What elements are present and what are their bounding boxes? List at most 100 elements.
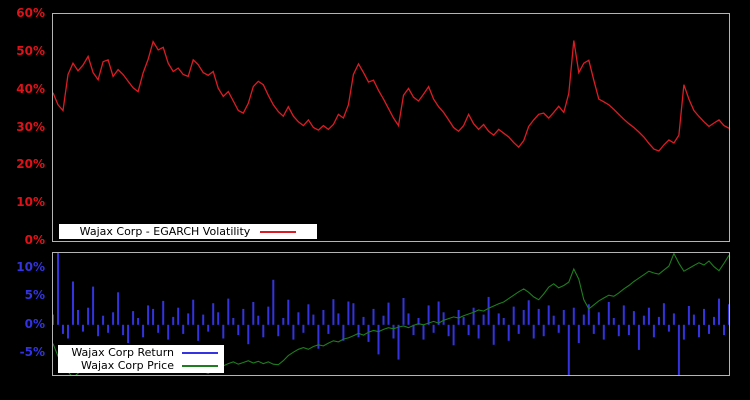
return-bar xyxy=(488,297,490,325)
return-bar xyxy=(423,325,425,340)
return-bar xyxy=(628,325,630,335)
return-bar xyxy=(503,318,505,325)
return-bar xyxy=(92,287,94,325)
return-bar xyxy=(613,318,615,325)
return-bar xyxy=(358,325,360,338)
return-bar xyxy=(668,325,670,332)
return-bar xyxy=(302,325,304,333)
return-bar xyxy=(327,325,329,334)
return-bar xyxy=(187,313,189,324)
return-bar xyxy=(53,315,54,325)
price-legend-label: Wajax Corp Price xyxy=(81,359,174,372)
return-bar xyxy=(57,253,59,325)
return-bar xyxy=(117,292,119,325)
return-bar xyxy=(167,325,169,340)
return-bar xyxy=(222,325,224,339)
return-bar xyxy=(347,302,349,325)
return-bar xyxy=(232,318,234,325)
return-bar xyxy=(177,308,179,325)
return-bar xyxy=(72,282,74,325)
return-bar xyxy=(533,325,535,339)
return-bar xyxy=(663,303,665,325)
return-bar xyxy=(77,310,79,325)
return-bar xyxy=(277,325,279,336)
return-bar xyxy=(217,312,219,325)
return-legend-label: Wajax Corp Return xyxy=(71,346,174,359)
return-bar xyxy=(573,308,575,325)
return-bar xyxy=(122,325,124,335)
return-bar xyxy=(673,313,675,324)
legend-row-price: Wajax Corp Price xyxy=(58,359,224,372)
return-bar xyxy=(197,325,199,341)
volatility-legend: Wajax Corp - EGARCH Volatility xyxy=(59,224,317,239)
y-axis-tick-label: 10% xyxy=(0,260,45,274)
return-bar xyxy=(608,302,610,325)
return-bar xyxy=(593,325,595,334)
return-bar xyxy=(468,325,470,335)
y-axis-tick-label: 30% xyxy=(0,120,45,134)
return-bar xyxy=(693,315,695,325)
return-bar xyxy=(388,303,390,325)
return-bar xyxy=(127,325,129,343)
return-bar xyxy=(448,325,450,336)
return-bar xyxy=(618,325,620,336)
return-bar xyxy=(373,309,375,325)
return-bar xyxy=(237,325,239,335)
return-bar xyxy=(523,310,525,325)
return-bar xyxy=(393,325,395,339)
legend-row-return: Wajax Corp Return xyxy=(58,346,224,359)
return-bar xyxy=(67,325,69,339)
return-bar xyxy=(548,305,550,324)
return-bar xyxy=(623,305,625,324)
return-bar xyxy=(207,325,209,332)
y-axis-tick-label: -5% xyxy=(0,345,45,359)
y-axis-tick-label: 5% xyxy=(0,288,45,302)
return-bar xyxy=(337,313,339,324)
return-bar xyxy=(322,310,324,325)
return-bar xyxy=(493,325,495,345)
return-bar xyxy=(262,325,264,338)
return-bar xyxy=(172,317,174,325)
return-bar xyxy=(62,325,64,334)
return-bar xyxy=(568,325,570,375)
return-bar xyxy=(97,325,99,336)
return-bar xyxy=(398,325,400,360)
return-bar xyxy=(553,316,555,325)
return-bar xyxy=(498,313,500,324)
return-bar xyxy=(403,298,405,325)
return-bar xyxy=(292,325,294,340)
y-axis-tick-label: 0% xyxy=(0,233,45,247)
return-bar xyxy=(433,325,435,333)
return-bar xyxy=(473,308,475,325)
volatility-line-chart xyxy=(53,14,729,241)
return-bar xyxy=(438,302,440,325)
return-bar xyxy=(478,325,480,339)
return-bar xyxy=(723,325,725,335)
return-bar xyxy=(508,325,510,341)
return-bar xyxy=(182,325,184,334)
return-bar xyxy=(543,325,545,336)
return-bar xyxy=(703,309,705,325)
return-bar xyxy=(378,325,380,355)
y-axis-tick-label: 40% xyxy=(0,82,45,96)
y-axis-tick-label: 60% xyxy=(0,6,45,20)
return-bar xyxy=(648,308,650,325)
return-bar xyxy=(428,305,430,324)
return-bar xyxy=(102,316,104,325)
return-bar xyxy=(137,318,139,325)
return-bar xyxy=(383,316,385,325)
price-line-sample xyxy=(182,365,218,367)
return-bar xyxy=(157,325,159,333)
return-bar xyxy=(653,325,655,338)
volatility-legend-label: Wajax Corp - EGARCH Volatility xyxy=(80,225,251,238)
return-bar xyxy=(413,325,415,335)
return-bar xyxy=(242,309,244,325)
return-bar xyxy=(87,308,89,325)
return-bar xyxy=(152,309,154,325)
return-bar xyxy=(518,325,520,334)
return-bar xyxy=(713,317,715,325)
return-bar xyxy=(272,280,274,325)
return-bar xyxy=(312,315,314,325)
return-bar xyxy=(718,299,720,325)
return-line-sample xyxy=(182,352,218,354)
